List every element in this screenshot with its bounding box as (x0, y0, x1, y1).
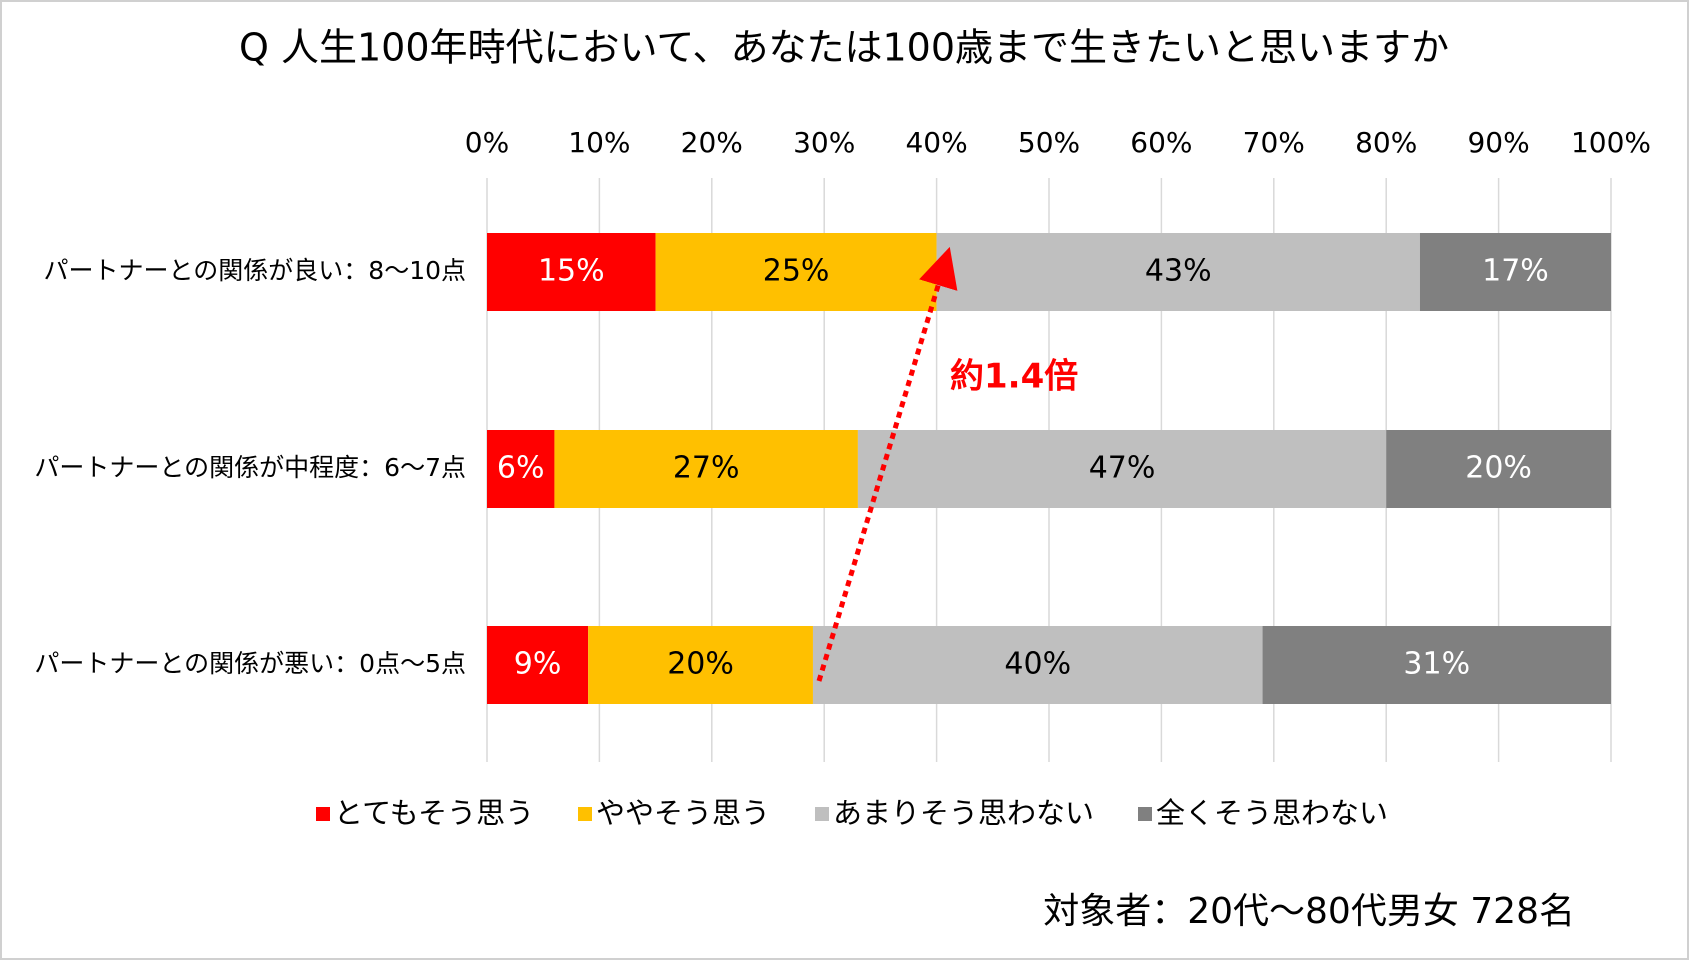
note: 対象者：20代～80代男女 728名 (1043, 891, 1575, 932)
y-tick-label: パートナーとの関係が悪い：0点～5点 (34, 649, 466, 678)
x-tick-label: 60% (1130, 126, 1192, 159)
legend-swatch (578, 807, 592, 821)
value-label: 15% (538, 254, 605, 289)
x-tick-label: 70% (1243, 126, 1305, 159)
bar-segment (936, 233, 1420, 311)
value-label: 40% (1004, 647, 1071, 682)
value-label: 47% (1089, 451, 1156, 486)
bar-segment (1386, 430, 1611, 508)
bar-segment (588, 626, 813, 704)
annotation: 約1.4倍 (950, 357, 1078, 397)
y-tick-label: パートナーとの関係が中程度：6～7点 (34, 453, 466, 482)
value-label: 9% (514, 647, 562, 682)
x-tick-label: 0% (465, 126, 509, 159)
value-label: 6% (497, 451, 545, 486)
x-tick-label: 30% (793, 126, 855, 159)
x-tick-label: 40% (905, 126, 967, 159)
y-tick-label: パートナーとの関係が良い：8～10点 (44, 256, 466, 285)
value-label: 25% (763, 254, 830, 289)
chart-title: Q 人生100年時代において、あなたは100歳まで生きたいと思いますか (239, 26, 1449, 70)
bar-segment (1419, 233, 1611, 311)
bar-segment (487, 430, 555, 508)
x-tick-label: 10% (568, 126, 630, 159)
legend-label: ややそう思う (596, 796, 770, 830)
value-label: 43% (1145, 254, 1212, 289)
bar-segment (655, 233, 937, 311)
bar-segment (857, 430, 1387, 508)
value-label: 17% (1482, 254, 1549, 289)
x-tick-label: 80% (1355, 126, 1417, 159)
bar-segment (487, 626, 589, 704)
x-tick-label: 50% (1018, 126, 1080, 159)
x-tick-label: 100% (1571, 126, 1651, 159)
legend-swatch (815, 807, 829, 821)
bar-segment (1262, 626, 1611, 704)
value-label: 31% (1403, 647, 1470, 682)
x-tick-label: 90% (1467, 126, 1529, 159)
bar-segment (554, 430, 858, 508)
legend-swatch (1138, 807, 1152, 821)
legend-swatch (316, 807, 330, 821)
legend-label: あまりそう思わない (833, 796, 1094, 830)
legend-label: とてもそう思う (334, 796, 534, 830)
legend-label: 全くそう思わない (1156, 796, 1388, 830)
bar-segment (487, 233, 656, 311)
value-label: 27% (673, 451, 740, 486)
x-tick-label: 20% (681, 126, 743, 159)
bar-segment (812, 626, 1263, 704)
value-label: 20% (1465, 451, 1532, 486)
value-label: 20% (667, 647, 734, 682)
